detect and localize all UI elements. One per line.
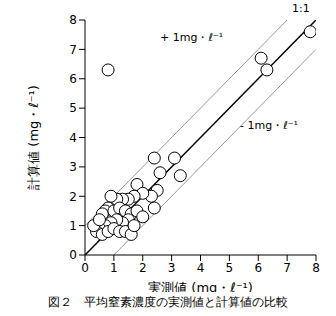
html-text:1:1: 1:1 <box>292 2 310 15</box>
svg-text:6: 6 <box>254 261 262 275</box>
svg-text:5: 5 <box>226 261 234 275</box>
svg-text:3: 3 <box>168 261 176 275</box>
svg-text:0: 0 <box>69 248 77 262</box>
html-text:- 1mg・ℓ⁻¹: - 1mg・ℓ⁻¹ <box>240 119 298 132</box>
svg-text:8: 8 <box>69 13 77 27</box>
html-text:図２ 平均窒素濃度の実測値と計算値の比較: 図２ 平均窒素濃度の実測値と計算値の比較 <box>48 295 288 309</box>
svg-text:2: 2 <box>139 261 147 275</box>
svg-text:1: 1 <box>69 219 77 233</box>
svg-text:7: 7 <box>283 261 291 275</box>
svg-text:3: 3 <box>69 160 77 174</box>
svg-text:4: 4 <box>69 131 77 145</box>
svg-text:6: 6 <box>69 72 77 86</box>
svg-text:計算値 (mg・ℓ⁻¹): 計算値 (mg・ℓ⁻¹) <box>26 85 41 190</box>
svg-text:7: 7 <box>69 43 77 57</box>
svg-text:実測値 (mg・ℓ⁻¹): 実測値 (mg・ℓ⁻¹) <box>148 280 253 292</box>
svg-text:4: 4 <box>197 261 205 275</box>
svg-text:2: 2 <box>69 190 77 204</box>
svg-text:8: 8 <box>312 261 320 275</box>
svg-text:5: 5 <box>69 101 77 115</box>
svg-text:0: 0 <box>81 261 89 275</box>
svg-text:1: 1 <box>110 261 118 275</box>
html-text:+ 1mg・ℓ⁻¹: + 1mg・ℓ⁻¹ <box>160 31 224 44</box>
